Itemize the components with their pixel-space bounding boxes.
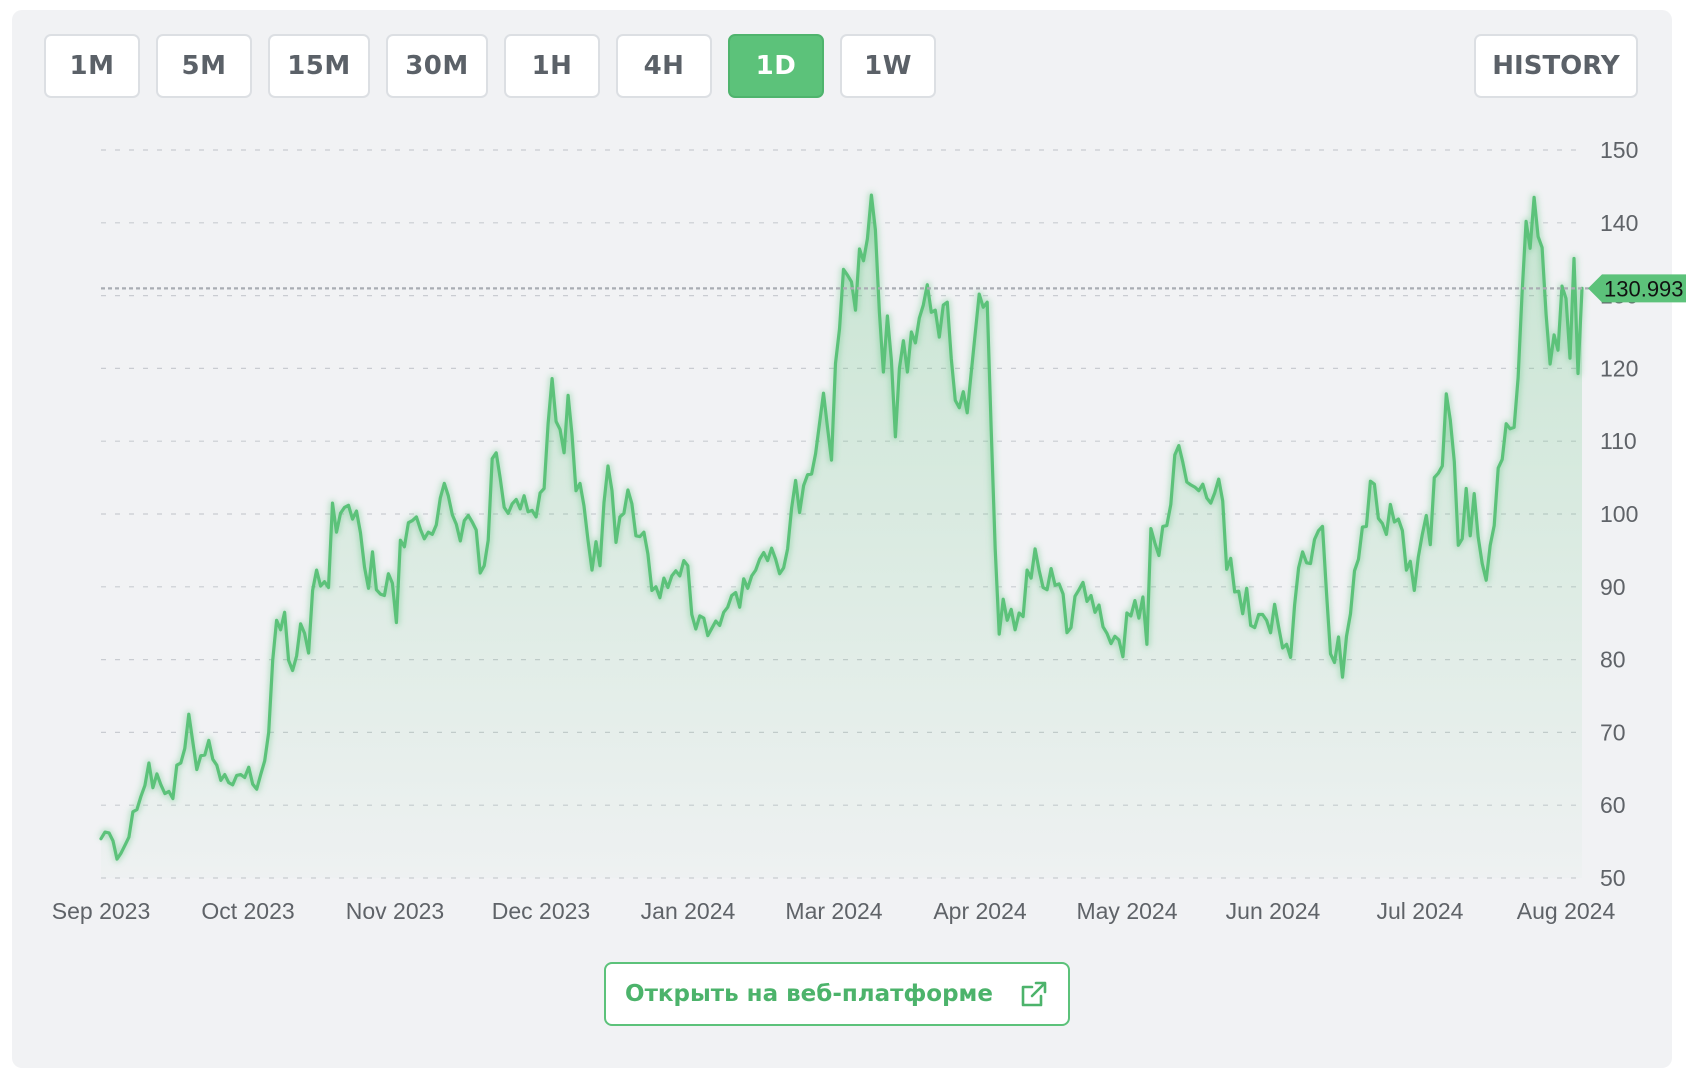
y-tick-label: 60 (1600, 792, 1626, 818)
price-line (99, 193, 1584, 861)
y-tick-label: 110 (1600, 428, 1637, 454)
y-tick-label: 50 (1600, 865, 1626, 891)
y-tick-label: 80 (1600, 647, 1626, 673)
x-tick-label: Oct 2023 (201, 898, 294, 924)
timeframe-button-5m[interactable]: 5M (156, 34, 252, 98)
open-web-platform-button[interactable]: Открыть на веб-платформе (604, 962, 1070, 1026)
y-tick-label: 140 (1600, 210, 1638, 236)
external-link-icon (1021, 981, 1047, 1007)
x-tick-label: May 2024 (1076, 898, 1177, 924)
history-button[interactable]: HISTORY (1474, 34, 1638, 98)
x-tick-label: Jul 2024 (1377, 898, 1464, 924)
timeframe-button-1w[interactable]: 1W (840, 34, 936, 98)
current-price-tag (1588, 274, 1686, 303)
open-web-platform-label: Открыть на веб-платформе (625, 981, 993, 1007)
timeframe-button-1h[interactable]: 1H (504, 34, 600, 98)
x-tick-label: Jun 2024 (1226, 898, 1321, 924)
x-tick-label: Sep 2023 (52, 898, 150, 924)
y-tick-label: 150 (1600, 137, 1638, 163)
x-tick-label: Dec 2023 (492, 898, 590, 924)
price-chart: 5060708090100110120130140150Sep 2023Oct … (52, 137, 1686, 924)
timeframe-button-1d[interactable]: 1D (728, 34, 824, 98)
y-tick-label: 120 (1600, 355, 1638, 381)
x-tick-label: Aug 2024 (1517, 898, 1616, 924)
x-tick-label: Mar 2024 (785, 898, 882, 924)
timeframe-button-30m[interactable]: 30M (386, 34, 488, 98)
y-tick-label: 70 (1600, 719, 1626, 745)
x-tick-label: Jan 2024 (641, 898, 736, 924)
timeframe-button-4h[interactable]: 4H (616, 34, 712, 98)
timeframe-button-15m[interactable]: 15M (268, 34, 370, 98)
price-area (101, 195, 1582, 879)
timeframe-button-1m[interactable]: 1M (44, 34, 140, 98)
current-price-label: 130.993 (1604, 276, 1684, 301)
y-tick-label: 90 (1600, 574, 1626, 600)
y-tick-label: 100 (1600, 501, 1638, 527)
x-tick-label: Apr 2024 (933, 898, 1027, 924)
x-tick-label: Nov 2023 (346, 898, 444, 924)
